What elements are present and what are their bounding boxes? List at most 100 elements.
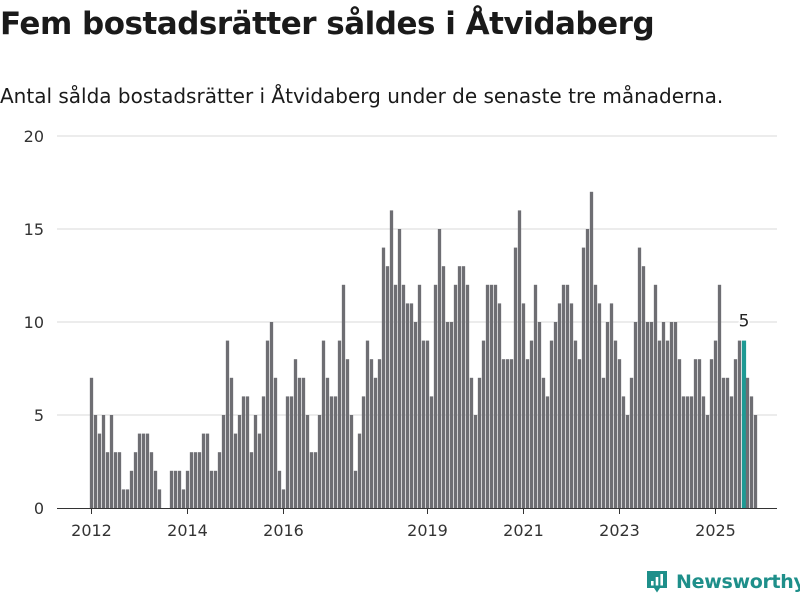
bar [633,322,638,508]
bar [421,340,426,508]
bar [577,359,582,508]
bar [553,322,558,508]
bar [473,415,478,508]
bar [737,340,742,508]
bar [273,377,278,508]
bar [713,340,718,508]
bar [605,322,610,508]
bar [637,247,642,508]
highlight-bar [741,340,747,508]
bar [469,377,474,508]
bar [753,415,758,508]
bar [733,359,738,508]
bar [105,452,110,508]
bar [541,377,546,508]
bar [385,266,390,508]
bar [529,340,534,508]
x-tick-label: 2023 [599,521,640,540]
brand-name: Newsworthy [676,571,800,593]
bar [437,229,442,508]
bar [193,452,198,508]
bar [729,396,734,508]
bar [693,359,698,508]
bar [389,210,394,508]
bar [209,470,214,508]
chart-title: Fem bostadsrätter såldes i Åtvidaberg [0,6,655,42]
bar [457,266,462,508]
bar [589,191,594,509]
bar [241,396,246,508]
bar [513,247,518,508]
bar [169,470,174,508]
bar [205,433,210,508]
bar [173,470,178,508]
bar [313,452,318,508]
bar [573,340,578,508]
bar [101,415,106,508]
bar [673,322,678,508]
bar [201,433,206,508]
bar [433,284,438,508]
bar [685,396,690,508]
bar [485,284,490,508]
bar [249,452,254,508]
bar [581,247,586,508]
bar [521,303,526,508]
bar [445,322,450,508]
bar [517,210,522,508]
bar [725,377,730,508]
bar [481,340,486,508]
bar [289,396,294,508]
bar [465,284,470,508]
bar [373,377,378,508]
bar [301,377,306,508]
bar [225,340,230,508]
bar [337,340,342,508]
bar [461,266,466,508]
bar [409,303,414,508]
bar [365,340,370,508]
bar [93,415,98,508]
bar [661,322,666,508]
bar [353,470,358,508]
bar [325,377,330,508]
bar [189,452,194,508]
bar [393,284,398,508]
bar [237,415,242,508]
bar [717,284,722,508]
bar [309,452,314,508]
bar [557,303,562,508]
bar [229,377,234,508]
bar [321,340,326,508]
bar [625,415,630,508]
bar [277,470,282,508]
bar [453,284,458,508]
bar [549,340,554,508]
bar [157,489,162,508]
x-tick-label: 2025 [695,521,736,540]
bar [397,229,402,508]
bar-chart: 0 5 10 15 20 5 2012 2014 2016 2019 2021 2023 2025 [24,127,777,540]
bar [213,470,218,508]
bar [269,322,274,508]
bar [505,359,510,508]
bar [257,433,262,508]
bar [501,359,506,508]
bar [145,433,150,508]
bar [641,266,646,508]
bar [261,396,266,508]
bar [425,340,430,508]
x-tick-label: 2019 [407,521,448,540]
bar [281,489,286,508]
bar [185,470,190,508]
bar [345,359,350,508]
bar [361,396,366,508]
bar [133,452,138,508]
bar [381,247,386,508]
bar [681,396,686,508]
bar [497,303,502,508]
bar [369,359,374,508]
bar [305,415,310,508]
bar [449,322,454,508]
bar [129,470,134,508]
